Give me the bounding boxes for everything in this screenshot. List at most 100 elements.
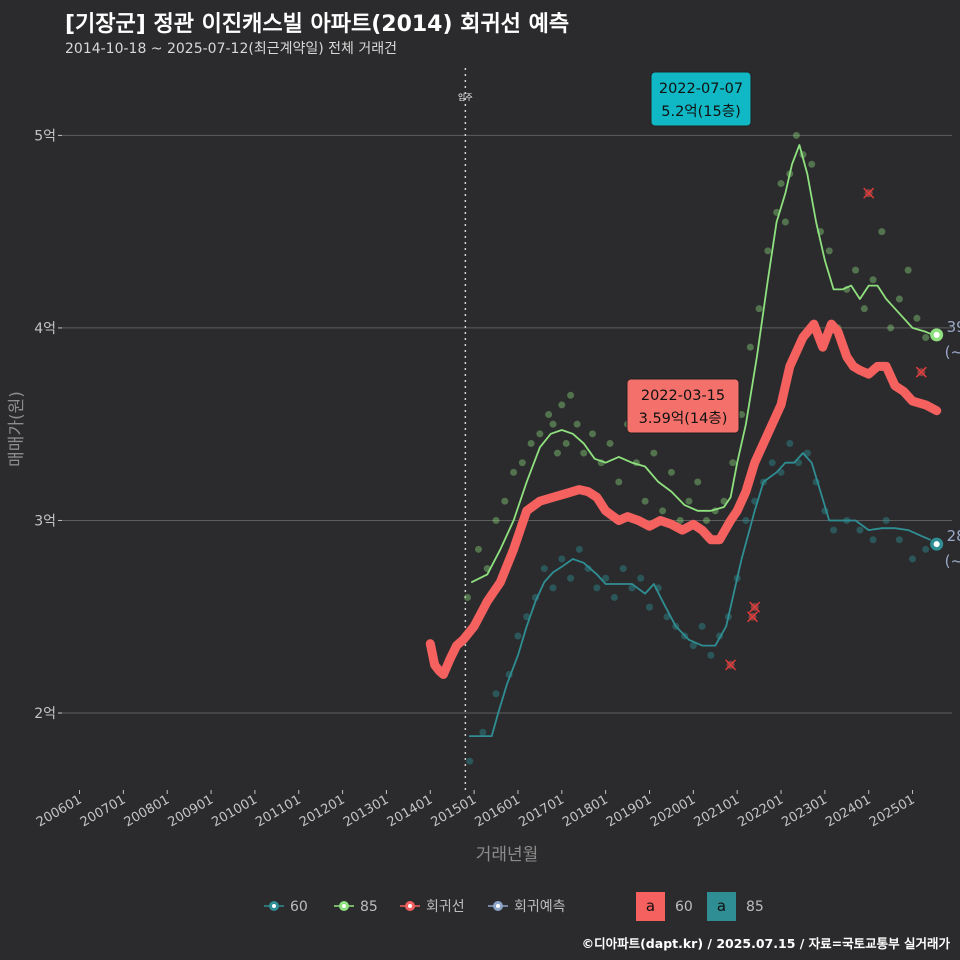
legend: 60 85 회귀선 회귀예측 a 60 a 85: [264, 892, 764, 921]
legend-item-5: a 85: [707, 892, 764, 921]
legend-label: 60: [675, 899, 693, 915]
legend-dot-core: [342, 904, 346, 908]
legend-label: 60: [290, 899, 308, 915]
scatter-point-85: [777, 180, 785, 188]
y-tick-label: 3억: [34, 513, 56, 529]
scatter-point-60: [575, 545, 583, 553]
footer-credit: ©디아파트(dapt.kr) / 2025.07.15 / 자료=국토교통부 실…: [581, 936, 950, 951]
scatter-point-85: [562, 439, 570, 447]
callout-date: 2022-03-15: [641, 388, 725, 404]
scatter-point-60: [689, 642, 697, 650]
callout-box: [626, 378, 740, 434]
scatter-point-85: [475, 545, 483, 553]
scatter-point-60: [909, 555, 917, 563]
scatter-point-60: [540, 565, 548, 573]
legend-label: 회귀선: [426, 899, 465, 915]
forecast-size-label: (~85㎡): [945, 343, 960, 361]
outlier-cross: [749, 601, 761, 613]
scatter-point-85: [567, 391, 575, 399]
scatter-point-60: [610, 593, 618, 601]
scatter-point-60: [558, 555, 566, 563]
scatter-point-60: [479, 728, 487, 736]
x-tick-label: 201701: [516, 792, 566, 830]
outlier-marker: [863, 187, 875, 199]
outlier-cross: [746, 611, 759, 623]
scatter-point-85: [808, 160, 816, 168]
scatter-point-85: [518, 459, 526, 467]
legend-item-2: 회귀선: [400, 899, 465, 915]
x-tick-label: 200801: [122, 792, 172, 830]
x-tick-label: 202501: [867, 792, 917, 830]
regression-line: [425, 319, 942, 679]
scatter-point-85: [869, 276, 877, 284]
legend-label: 회귀예측: [514, 899, 566, 915]
callout-60: 2022-03-15 3.59억(14층): [626, 378, 740, 434]
x-tick-label: 201801: [560, 792, 610, 830]
x-tick-label: 200701: [78, 792, 128, 830]
x-tick-label: 201501: [429, 792, 479, 830]
annotation-layer: 39,638 (~85㎡) 28,769 (~60㎡) 2022-07-07 5.2억(1…: [626, 71, 960, 570]
scatter-point-60: [619, 565, 627, 573]
scatter-point-60: [514, 632, 522, 640]
scatter-point-60: [768, 459, 776, 467]
legend-item-3: 회귀예측: [488, 899, 566, 915]
line-layer: [425, 144, 942, 737]
chart-title: [기장군] 정관 이진캐스빌 아파트(2014) 회귀선 예측: [65, 12, 570, 37]
legend-dot-core: [496, 904, 500, 908]
scatter-point-85: [792, 131, 800, 139]
scatter-point-85: [545, 411, 553, 419]
y-tick-label: 5억: [34, 128, 56, 144]
y-tick-label: 4억: [34, 321, 56, 337]
scatter-layer: [464, 131, 930, 765]
scatter-point-85: [755, 305, 763, 313]
outlier-marker: [725, 659, 737, 671]
scatter-point-85: [860, 305, 868, 313]
y-axis-title: 매매가(원): [7, 391, 27, 467]
scatter-point-85: [492, 516, 500, 524]
scatter-point-60: [593, 584, 601, 592]
scatter-point-60: [830, 526, 838, 534]
legend-item-4: a 60: [636, 892, 693, 921]
outlier-cross: [725, 659, 737, 671]
scatter-point-60: [523, 613, 531, 621]
scatter-point-85: [510, 468, 518, 476]
grid-layer: 입주: [62, 68, 952, 790]
scatter-point-60: [549, 584, 557, 592]
legend-label: 85: [360, 899, 378, 915]
scatter-point-85: [573, 420, 581, 428]
scatter-point-85: [588, 430, 596, 438]
scatter-point-85: [729, 459, 737, 467]
x-tick-label: 201301: [341, 792, 391, 830]
scatter-point-60: [645, 603, 653, 611]
callout-value: 3.59억(14층): [639, 410, 728, 427]
x-axis: 2006012007012008012009012010012011012012…: [34, 790, 918, 865]
scatter-point-85: [685, 497, 693, 505]
outlier-cross: [863, 187, 875, 199]
scatter-point-60: [856, 526, 864, 534]
scatter-point-85: [922, 334, 930, 342]
x-tick-label: 201201: [297, 792, 347, 830]
scatter-point-85: [676, 516, 684, 524]
scatter-point-60: [698, 622, 706, 630]
move-in-label: 입주: [458, 93, 473, 102]
scatter-point-85: [558, 401, 566, 409]
series-line-85: [470, 144, 936, 583]
x-tick-label: 200601: [34, 792, 84, 830]
x-tick-label: 202101: [692, 792, 742, 830]
legend-item-1: 85: [334, 899, 378, 915]
scatter-point-85: [641, 497, 649, 505]
scatter-point-60: [637, 574, 645, 582]
forecast-value-label: 39,638: [947, 318, 960, 336]
scatter-point-85: [895, 295, 903, 303]
scatter-point-60: [584, 565, 592, 573]
scatter-point-85: [553, 449, 561, 457]
legend-box-glyph: a: [717, 897, 726, 915]
callout-date: 2022-07-07: [659, 81, 743, 97]
scatter-point-60: [567, 574, 575, 582]
y-tick-label: 2억: [34, 706, 56, 722]
legend-label: 85: [746, 899, 764, 915]
legend-box: [707, 892, 736, 921]
callout-85: 2022-07-07 5.2억(15층): [650, 71, 752, 127]
scatter-point-60: [895, 536, 903, 544]
